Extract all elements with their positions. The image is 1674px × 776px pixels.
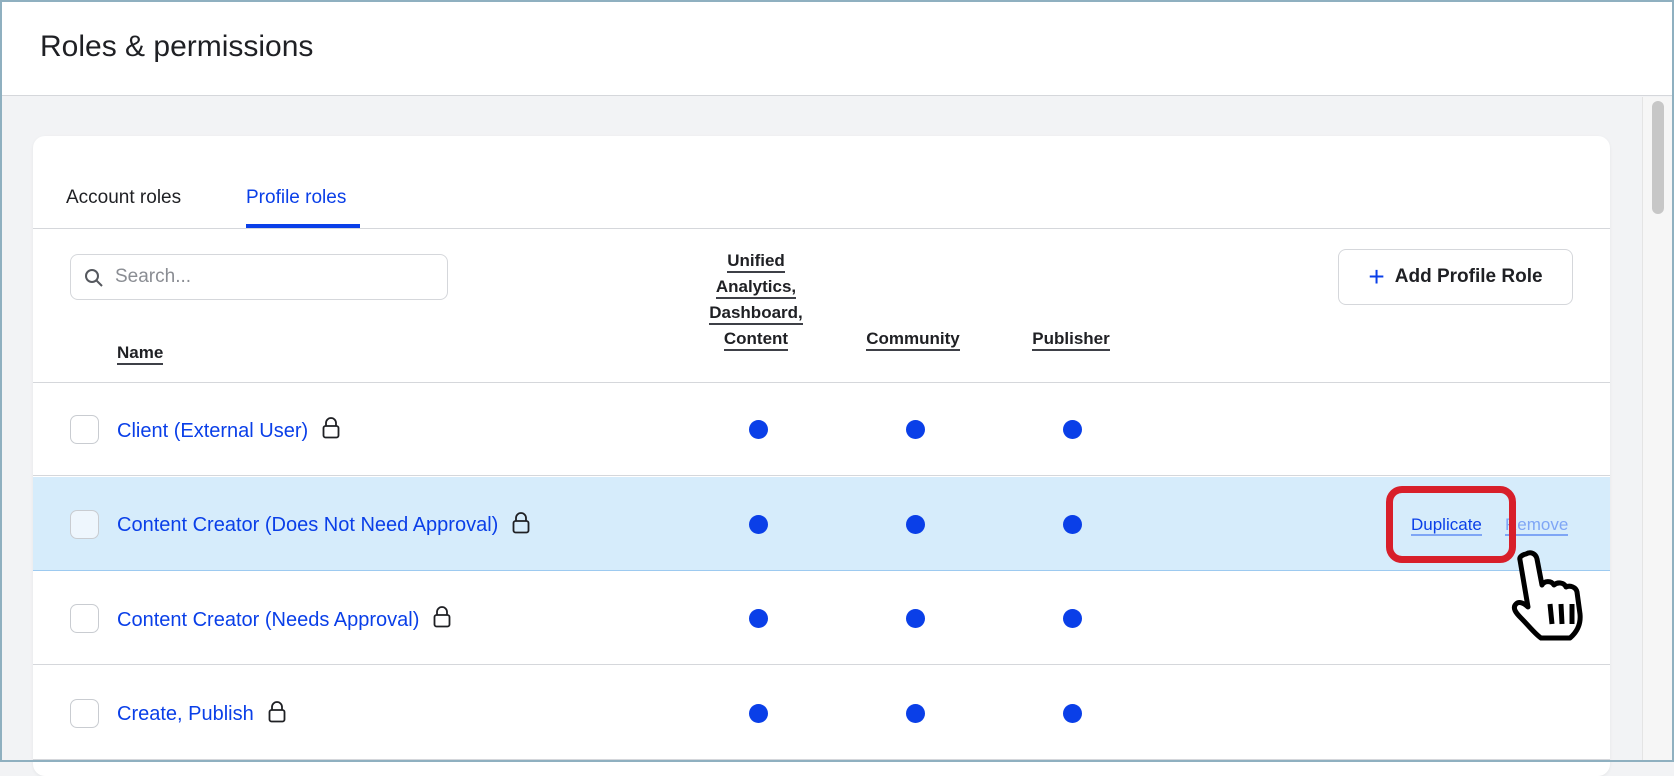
table-row[interactable]: Content Creator (Does Not Need Approval)…: [33, 476, 1610, 571]
plus-icon: +: [1368, 261, 1385, 292]
scrollbar-thumb[interactable]: [1652, 101, 1664, 214]
permission-dot: [749, 609, 768, 628]
search-icon: [85, 269, 103, 287]
column-header-name[interactable]: Name: [117, 340, 164, 366]
permission-dot: [1063, 420, 1082, 439]
lock-icon: [322, 417, 340, 445]
permission-dot: [749, 420, 768, 439]
tab-profile-roles[interactable]: Profile roles: [246, 187, 347, 208]
row-checkbox[interactable]: [70, 698, 99, 728]
column-header-community[interactable]: Community: [853, 326, 973, 352]
role-name-link[interactable]: Content Creator (Does Not Need Approval): [117, 511, 530, 540]
scrollbar[interactable]: [1642, 97, 1672, 762]
tab-account-roles[interactable]: Account roles: [66, 187, 182, 208]
permission-dot: [749, 514, 768, 534]
table-row[interactable]: Client (External User): [33, 382, 1610, 476]
permission-dot: [749, 703, 768, 723]
tab-divider: [33, 228, 1610, 229]
remove-link[interactable]: Remove: [1505, 514, 1569, 536]
row-checkbox[interactable]: [70, 415, 99, 444]
permission-dot: [1063, 514, 1082, 534]
page-title: Roles & permissions: [40, 30, 314, 63]
lock-icon: [433, 606, 451, 634]
role-name-link[interactable]: Client (External User): [117, 417, 340, 445]
role-name-link[interactable]: Content Creator (Needs Approval): [117, 606, 451, 634]
add-profile-role-button[interactable]: + Add Profile Role: [1338, 249, 1573, 305]
lock-icon: [512, 511, 530, 540]
column-header-unified-analytics[interactable]: Unified Analytics, Dashboard, Content: [676, 248, 836, 352]
search-box[interactable]: [70, 254, 448, 300]
search-input[interactable]: [115, 263, 435, 291]
annotation-highlight-box: [1386, 486, 1516, 563]
row-checkbox[interactable]: [70, 509, 99, 539]
permission-dot: [1063, 609, 1082, 628]
permission-dot: [906, 609, 925, 628]
permission-dot: [906, 703, 925, 723]
add-profile-role-label: Add Profile Role: [1394, 266, 1543, 287]
roles-card: Account roles Profile roles + Add Profile…: [33, 136, 1610, 776]
role-name-link[interactable]: Create, Publish: [117, 700, 286, 729]
column-header-publisher[interactable]: Publisher: [1011, 326, 1131, 352]
permission-dot: [1063, 703, 1082, 723]
header-divider: [33, 382, 1610, 383]
duplicate-link[interactable]: Duplicate: [1411, 514, 1482, 536]
table-row[interactable]: Create, Publish: [33, 666, 1610, 760]
permission-dot: [906, 420, 925, 439]
active-tab-indicator: [246, 224, 360, 228]
permission-dot: [906, 514, 925, 534]
table-row[interactable]: Content Creator (Needs Approval): [33, 571, 1610, 665]
hand-pointer-cursor-icon: [1511, 550, 1583, 641]
row-checkbox[interactable]: [70, 604, 99, 633]
lock-icon: [268, 700, 286, 729]
page-header: Roles & permissions: [0, 0, 1674, 96]
